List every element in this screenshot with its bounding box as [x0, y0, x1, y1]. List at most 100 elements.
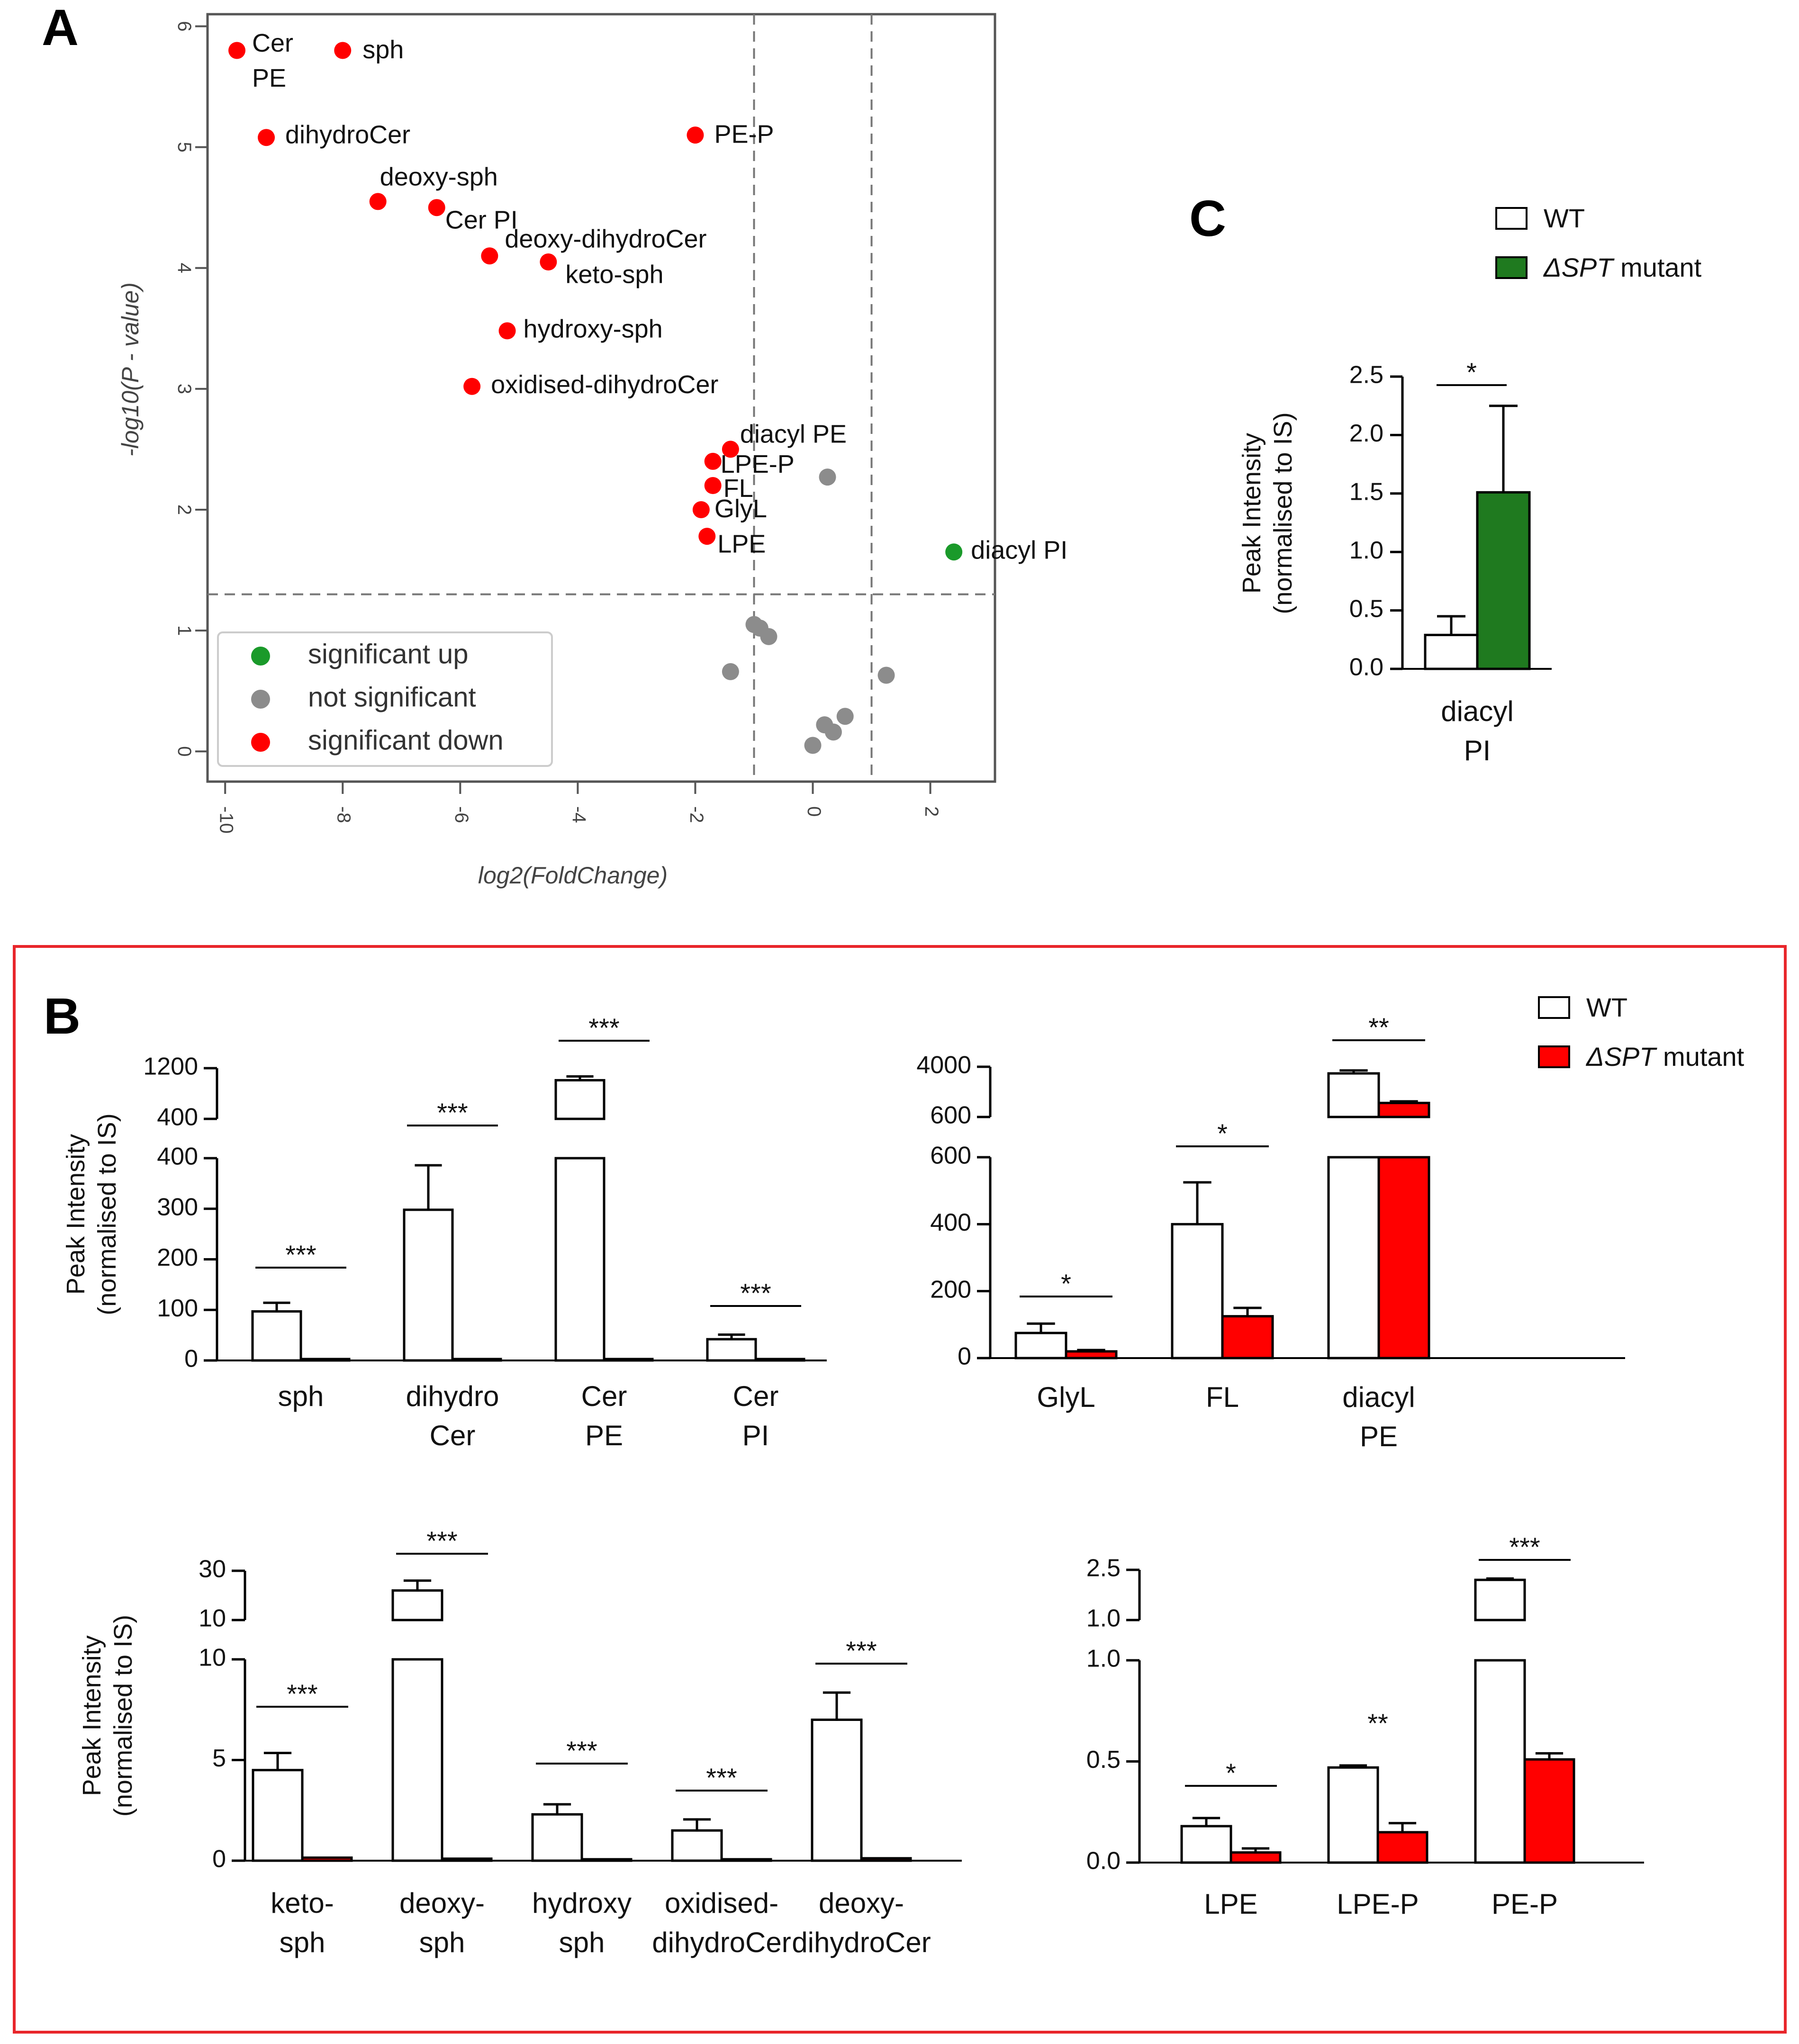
- bar-wt: [671, 1829, 723, 1862]
- x-tick-label: -4: [569, 806, 589, 823]
- y-tick-label: 10: [199, 1644, 226, 1672]
- y-tick-label: 400: [157, 1143, 198, 1171]
- y-tick-label: 400: [930, 1209, 971, 1236]
- category-label: LPE: [1204, 1888, 1257, 1920]
- y-tick-label: 1.0: [1349, 537, 1383, 564]
- point-label: Cer PI: [445, 206, 518, 234]
- category-label: keto-: [271, 1887, 334, 1919]
- point-significant-down: [540, 253, 557, 270]
- point-not-significant: [804, 737, 822, 754]
- y-tick-label: 5: [212, 1745, 226, 1772]
- y-tick-label: 100: [157, 1295, 198, 1322]
- point-significant-down: [704, 452, 722, 470]
- panel-label-c: C: [1189, 189, 1226, 247]
- panel-label-b: B: [44, 987, 81, 1045]
- category-label: PE-P: [1492, 1888, 1558, 1920]
- significance-marker: *: [1217, 1118, 1228, 1148]
- point-label: diacyl PE: [740, 420, 847, 449]
- point-label: keto-sph: [565, 260, 663, 288]
- legend-label-italic: ΔSPT: [1543, 252, 1615, 282]
- bar-wt: [554, 1079, 606, 1120]
- significance-marker: ***: [846, 1636, 877, 1666]
- y-tick-label: 2.5: [1349, 361, 1383, 389]
- significance-marker: ***: [566, 1736, 597, 1765]
- legend-label-text: mutant: [1613, 252, 1701, 282]
- y-axis-label: Peak Intensity: [62, 1134, 90, 1295]
- category-label: diacyl: [1342, 1381, 1415, 1413]
- category-label: FL: [1206, 1381, 1239, 1413]
- panel-a-volcano-plot: A -10 -8 -6 -4 -2 0 2 0 1 2 3 4 5 6 log2(FoldChange) -l…: [42, 0, 1067, 889]
- point-significant-up: [945, 543, 963, 561]
- x-axis-label: log2(FoldChange): [478, 862, 668, 889]
- point-significant-down: [369, 193, 387, 210]
- legend-box: [217, 631, 553, 767]
- y-tick-label: 10: [199, 1605, 226, 1632]
- category-label: PE: [1360, 1421, 1398, 1452]
- y-tick-label: 0: [184, 1345, 198, 1373]
- category-label: Cer: [581, 1380, 627, 1412]
- point-significant-down: [428, 199, 445, 216]
- bar-wt: [251, 1310, 302, 1362]
- point-label: PE-P: [714, 120, 774, 148]
- legend-label: ΔSPT mutant: [1543, 252, 1702, 282]
- y-tick-label: 1: [174, 625, 195, 636]
- category-label: deoxy-: [819, 1887, 904, 1919]
- bar-wt: [1014, 1332, 1067, 1360]
- legend-label: significant up: [308, 639, 469, 669]
- significance-marker: ***: [1509, 1532, 1540, 1562]
- bar-mutant: [580, 1858, 633, 1862]
- y-tick-label: 0.0: [1086, 1847, 1121, 1875]
- bar-mutant: [1377, 1101, 1430, 1118]
- point-not-significant: [877, 666, 895, 684]
- y-tick-label: 30: [199, 1556, 226, 1583]
- x-tick-label: -2: [686, 806, 707, 823]
- significance-marker: ***: [706, 1763, 737, 1792]
- bar-wt: [1327, 1072, 1380, 1118]
- y-tick-label: 0: [212, 1846, 226, 1873]
- legend-label: ΔSPT mutant: [1585, 1042, 1745, 1072]
- point-significant-down: [722, 441, 739, 458]
- y-tick-label: 400: [157, 1104, 198, 1131]
- y-axis-label: (normalised to IS): [93, 1113, 121, 1315]
- point-significant-down: [228, 42, 246, 59]
- bar-wt: [1327, 1156, 1380, 1360]
- significance-marker: ***: [426, 1526, 457, 1556]
- y-tick-label: 1.5: [1349, 478, 1383, 506]
- legend-marker: [251, 647, 270, 666]
- plot-frame: [206, 13, 996, 783]
- point-not-significant: [819, 468, 836, 486]
- category-label: Cer: [430, 1420, 476, 1451]
- bar-wt: [252, 1769, 304, 1862]
- significance-marker: **: [1367, 1708, 1388, 1738]
- y-tick-label: 2: [174, 504, 195, 515]
- y-tick-label: 1.0: [1086, 1645, 1121, 1673]
- legend-label: WT: [1586, 992, 1627, 1022]
- legend-marker: [251, 733, 270, 752]
- y-tick-label: 2.5: [1086, 1555, 1121, 1582]
- point-significant-down: [704, 477, 722, 494]
- panel-b-chart-sphingolipids: 0 100 200 300 400 400 1200 Peak Intensity (norma…: [62, 1013, 827, 1451]
- point-significant-down: [334, 42, 352, 59]
- point-significant-down: [498, 322, 516, 340]
- category-label: PI: [1464, 735, 1491, 766]
- point-label: PE: [252, 64, 286, 92]
- point-not-significant: [824, 723, 842, 741]
- legend-label-text: WT: [1586, 992, 1627, 1022]
- point-significant-down: [698, 528, 716, 545]
- y-tick-label: 1200: [143, 1053, 198, 1081]
- bar-mutant: [1476, 491, 1531, 670]
- bar-mutant: [603, 1358, 654, 1362]
- legend-label: significant down: [308, 725, 504, 756]
- point-label: LPE-P: [721, 450, 795, 478]
- legend-label-italic: ΔSPT: [1585, 1042, 1657, 1072]
- legend-label-text: WT: [1544, 203, 1585, 233]
- category-label: deoxy-: [399, 1887, 485, 1919]
- point-significant-down: [481, 247, 498, 265]
- y-tick-label: 5: [174, 142, 195, 153]
- y-tick-label: 200: [930, 1276, 971, 1303]
- y-axis-label: Peak Intensity: [1238, 433, 1266, 594]
- panel-b-frame: [13, 945, 1787, 2034]
- bar-wt: [1180, 1825, 1232, 1864]
- point-label: oxidised-dihydroCer: [491, 370, 718, 399]
- significance-marker: ***: [740, 1278, 771, 1308]
